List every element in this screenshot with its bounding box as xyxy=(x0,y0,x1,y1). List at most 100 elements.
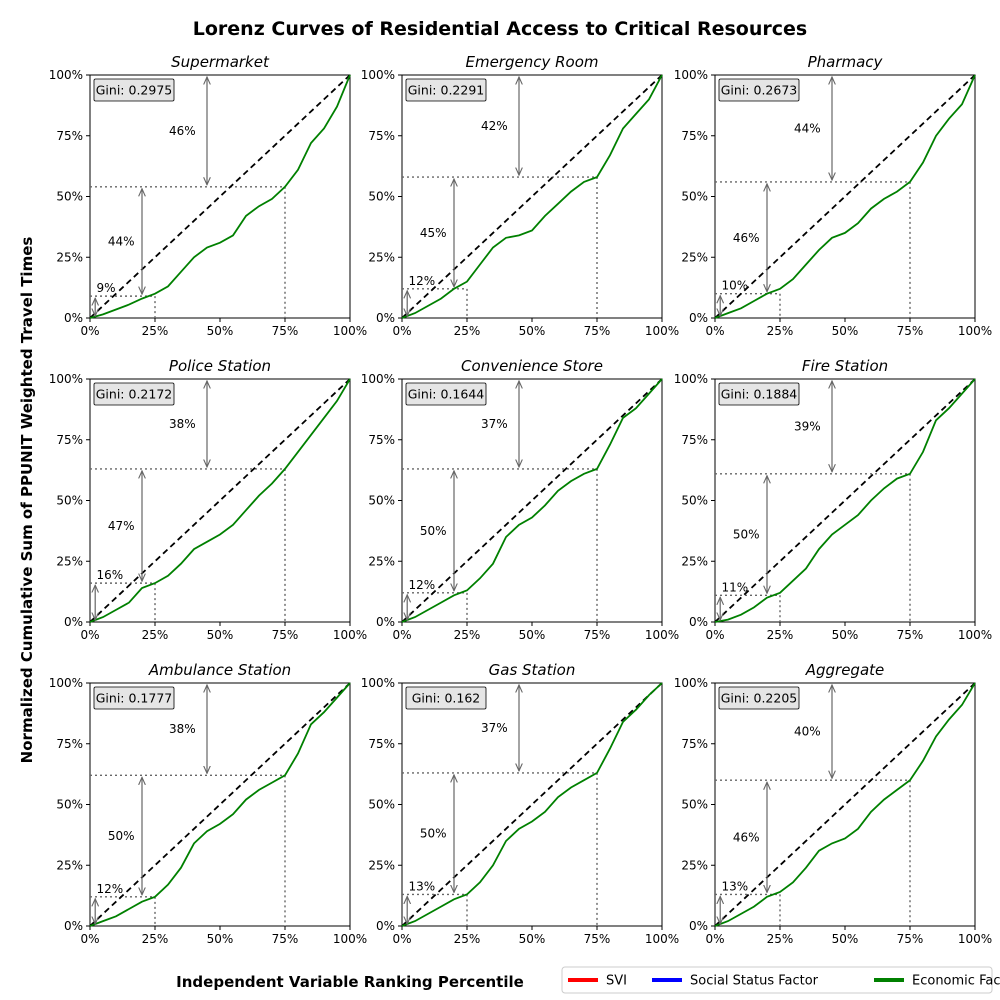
legend: SVI Social Status Factor Economic Factor xyxy=(561,966,1000,994)
y-tick-label: 25% xyxy=(56,858,83,872)
gini-label: Gini: 0.162 xyxy=(412,691,481,706)
annotation-bottom: 12% xyxy=(409,274,436,288)
plot-frame xyxy=(89,682,351,927)
y-tick-label: 100% xyxy=(49,676,83,690)
x-tick-label: 25% xyxy=(454,324,481,338)
gini-box xyxy=(93,78,175,102)
annotation-top: 40% xyxy=(794,725,821,739)
legend-frame xyxy=(561,966,993,994)
x-tick-label: 50% xyxy=(519,932,546,946)
x-tick-label: 100% xyxy=(333,932,367,946)
y-tick-label: 25% xyxy=(681,858,708,872)
legend-label: Economic Factor xyxy=(912,974,1000,989)
y-tick-label: 50% xyxy=(681,494,708,508)
panel-title: Supermarket xyxy=(171,53,270,71)
gini-label: Gini: 0.2291 xyxy=(408,83,484,98)
lorenz-curve xyxy=(89,378,351,623)
panel-title: Emergency Room xyxy=(465,53,598,71)
x-tick-label: 25% xyxy=(767,932,794,946)
y-tick-label: 75% xyxy=(368,737,395,751)
annotation-top: 44% xyxy=(794,121,821,135)
gini-box xyxy=(718,382,800,406)
x-tick-label: 0% xyxy=(80,324,99,338)
plot-frame xyxy=(714,682,976,927)
y-tick-label: 25% xyxy=(56,250,83,264)
x-tick-label: 25% xyxy=(142,324,169,338)
y-tick-label: 100% xyxy=(361,676,395,690)
lorenz-curve xyxy=(89,74,351,319)
x-tick-label: 0% xyxy=(392,932,411,946)
x-tick-label: 0% xyxy=(705,628,724,642)
gini-box xyxy=(718,686,800,710)
gini-box xyxy=(718,78,800,102)
annotation-top: 38% xyxy=(169,722,196,736)
x-tick-label: 75% xyxy=(897,932,924,946)
x-tick-label: 25% xyxy=(142,628,169,642)
gini-box xyxy=(405,382,487,406)
annotation-middle: 50% xyxy=(108,829,135,843)
panel-title: Police Station xyxy=(169,357,271,375)
y-tick-label: 100% xyxy=(674,676,708,690)
annotation-bottom: 12% xyxy=(409,578,436,592)
x-tick-label: 100% xyxy=(958,324,992,338)
annotation-bottom: 9% xyxy=(97,281,116,295)
annotation-bottom: 10% xyxy=(722,279,749,293)
gini-box xyxy=(405,686,487,710)
x-tick-label: 0% xyxy=(392,324,411,338)
x-tick-label: 50% xyxy=(832,324,859,338)
panel-gas-station: Gas Station 0% 25% 50% 75% 100% 0% 25% 50% 75% 100… xyxy=(361,661,679,946)
plot-frame xyxy=(89,74,351,319)
y-tick-label: 50% xyxy=(681,190,708,204)
y-tick-label: 100% xyxy=(674,68,708,82)
annotation-middle: 50% xyxy=(420,524,447,538)
gini-label: Gini: 0.2673 xyxy=(721,83,797,98)
y-tick-label: 100% xyxy=(49,372,83,386)
y-tick-label: 0% xyxy=(376,919,395,933)
panel-ambulance-station: Ambulance Station 0% 25% 50% 75% 100% 0% 25% 50%… xyxy=(49,661,367,946)
panel-title: Ambulance Station xyxy=(148,661,291,679)
panel-title: Aggregate xyxy=(805,661,885,679)
panel-supermarket: Supermarket 0% 25% 50% 75% 100% 0% 25% 50% 75% 100… xyxy=(49,53,367,338)
y-tick-label: 75% xyxy=(681,737,708,751)
x-tick-label: 75% xyxy=(897,628,924,642)
x-tick-label: 50% xyxy=(207,628,234,642)
x-tick-label: 50% xyxy=(519,628,546,642)
x-tick-label: 50% xyxy=(832,628,859,642)
annotation-bottom: 13% xyxy=(409,879,436,893)
gini-label: Gini: 0.2172 xyxy=(96,387,172,402)
x-tick-label: 0% xyxy=(80,628,99,642)
annotation-bottom: 11% xyxy=(722,580,749,594)
figure-xlabel: Independent Variable Ranking Percentile xyxy=(176,973,524,991)
annotation-middle: 47% xyxy=(108,519,135,533)
panel-convenience-store: Convenience Store 0% 25% 50% 75% 100% 0% 25% 50%… xyxy=(361,357,679,642)
y-tick-label: 0% xyxy=(64,615,83,629)
x-tick-label: 100% xyxy=(645,324,679,338)
panel-title: Convenience Store xyxy=(461,357,603,375)
x-tick-label: 75% xyxy=(272,324,299,338)
y-tick-label: 25% xyxy=(56,554,83,568)
y-tick-label: 50% xyxy=(368,190,395,204)
y-tick-label: 0% xyxy=(689,919,708,933)
y-tick-label: 50% xyxy=(56,494,83,508)
x-tick-label: 25% xyxy=(767,628,794,642)
x-tick-label: 75% xyxy=(272,628,299,642)
x-tick-label: 0% xyxy=(705,932,724,946)
y-tick-label: 0% xyxy=(64,919,83,933)
lorenz-curve xyxy=(714,378,976,623)
x-tick-label: 25% xyxy=(142,932,169,946)
y-tick-label: 50% xyxy=(368,494,395,508)
y-tick-label: 0% xyxy=(376,615,395,629)
x-tick-label: 25% xyxy=(454,628,481,642)
annotation-bottom: 16% xyxy=(97,568,124,582)
y-tick-label: 100% xyxy=(361,372,395,386)
y-tick-label: 75% xyxy=(681,129,708,143)
y-tick-label: 25% xyxy=(368,858,395,872)
x-tick-label: 75% xyxy=(584,628,611,642)
y-tick-label: 100% xyxy=(361,68,395,82)
x-tick-label: 0% xyxy=(80,932,99,946)
panel-fire-station: Fire Station 0% 25% 50% 75% 100% 0% 25% 50% 75% 10… xyxy=(674,357,992,642)
figure-ylabel: Normalized Cumulative Sum of PPUNIT Weig… xyxy=(18,237,36,764)
annotation-top: 46% xyxy=(169,124,196,138)
x-tick-label: 50% xyxy=(207,932,234,946)
